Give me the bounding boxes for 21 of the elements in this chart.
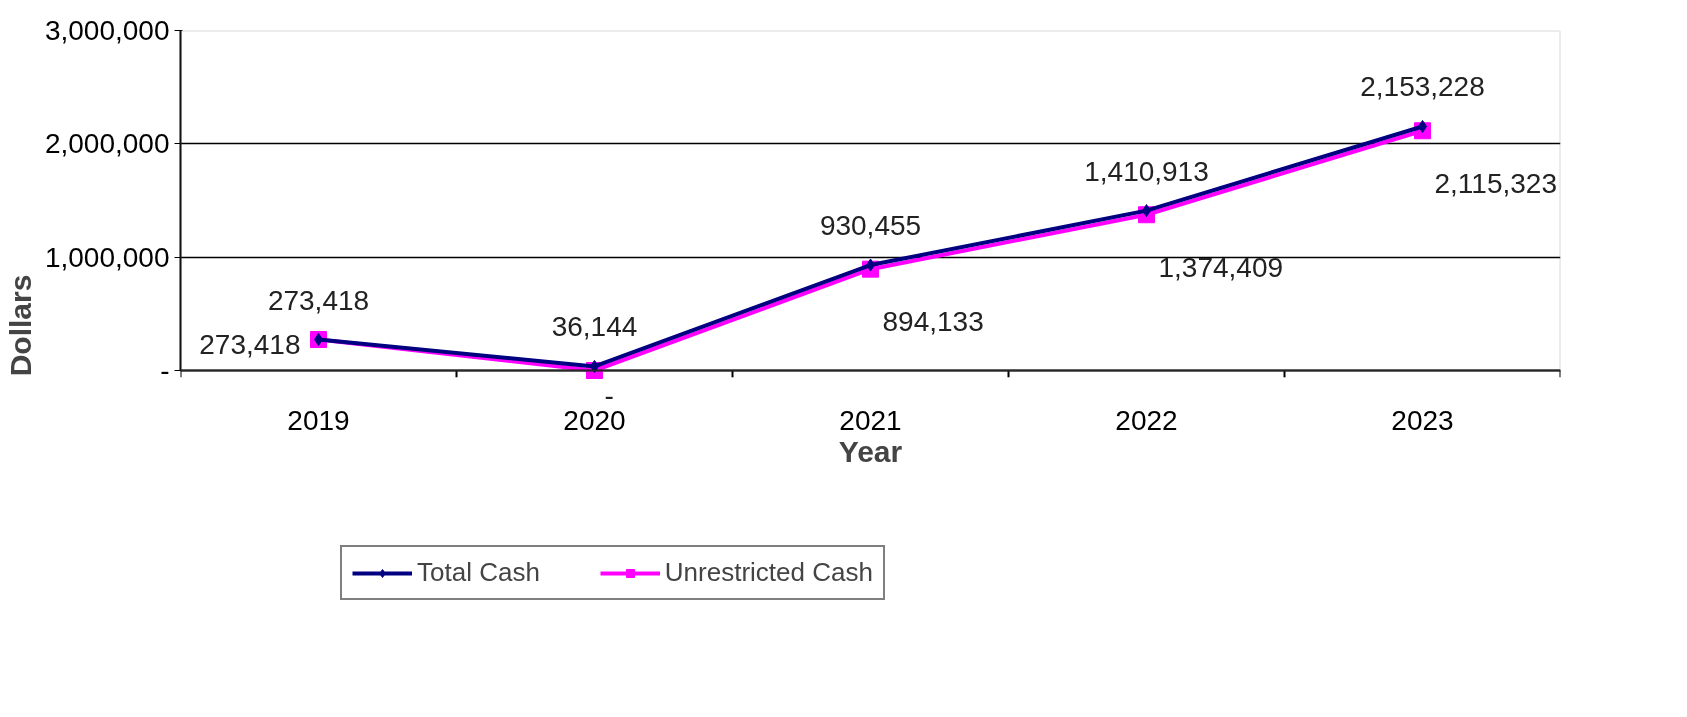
y-tick-label: -	[160, 355, 170, 386]
y-axis-title: Dollars	[3, 274, 37, 377]
legend-label: Unrestricted Cash	[664, 557, 873, 588]
y-tick-label: 1,000,000	[44, 241, 170, 273]
data-label: 273,418	[267, 284, 370, 316]
data-label: 2,153,228	[1360, 71, 1485, 103]
data-label: 894,133	[882, 306, 984, 338]
legend-label: Total Cash	[417, 557, 540, 588]
x-tick-label: 2021	[839, 404, 902, 436]
data-label: 36,144	[551, 311, 638, 343]
x-tick-label: 2023	[1391, 404, 1454, 436]
x-tick-label: 2022	[1115, 404, 1178, 436]
data-label: 1,410,913	[1084, 155, 1209, 187]
data-label: 1,374,409	[1158, 251, 1284, 283]
x-tick-label: 2019	[287, 404, 350, 436]
x-axis-title: Year	[838, 434, 903, 468]
data-label: 930,455	[819, 210, 922, 242]
data-label: 2,115,323	[1434, 167, 1557, 199]
y-tick-label: 2,000,000	[44, 128, 170, 160]
data-label: 273,418	[199, 328, 301, 360]
y-tick-label: 3,000,000	[44, 15, 170, 46]
